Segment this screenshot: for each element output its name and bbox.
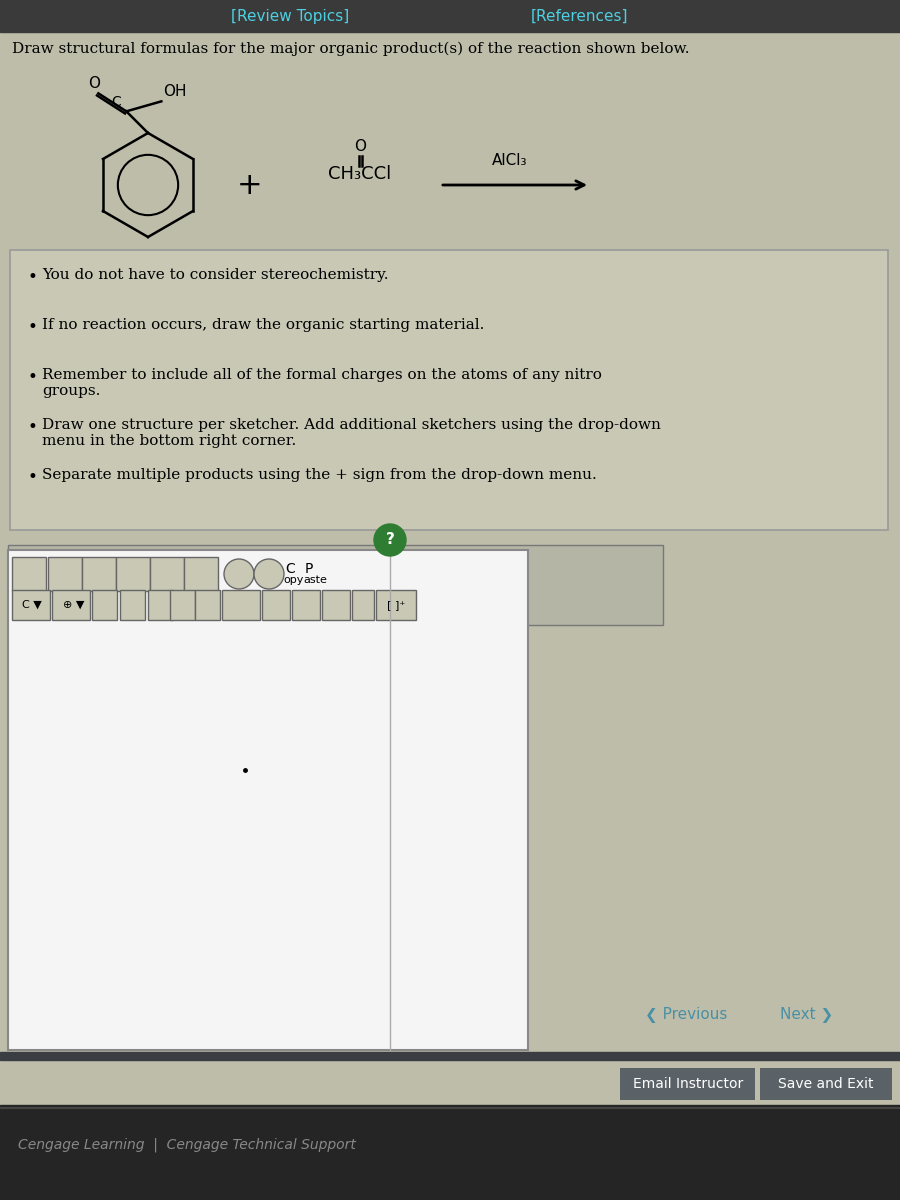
Text: •: • [28, 468, 38, 486]
Text: P: P [305, 562, 313, 576]
Bar [0, 1105, 900, 1200]
Text: opy: opy [283, 575, 303, 584]
Bar [52, 590, 90, 620]
Text: O: O [354, 139, 366, 154]
Bar [150, 557, 184, 590]
Bar [292, 590, 320, 620]
Bar [120, 590, 145, 620]
Bar [760, 1068, 892, 1100]
Text: •: • [28, 418, 38, 436]
Text: C: C [112, 95, 122, 109]
Text: ❮ Previous: ❮ Previous [645, 1007, 727, 1022]
Bar [322, 590, 350, 620]
Bar [12, 590, 50, 620]
Text: [References]: [References] [531, 8, 629, 24]
Bar [48, 557, 82, 590]
Bar [148, 590, 173, 620]
Bar [352, 590, 374, 620]
Bar [195, 590, 220, 620]
Bar [170, 590, 195, 620]
Circle shape [224, 559, 254, 589]
Text: If no reaction occurs, draw the organic starting material.: If no reaction occurs, draw the organic … [42, 318, 484, 332]
Bar [10, 250, 888, 530]
Bar [222, 590, 260, 620]
Text: Separate multiple products using the + sign from the drop-down menu.: Separate multiple products using the + s… [42, 468, 597, 482]
Text: C: C [285, 562, 295, 576]
Text: Cengage Learning  |  Cengage Technical Support: Cengage Learning | Cengage Technical Sup… [18, 1138, 356, 1152]
Text: aste: aste [303, 575, 327, 584]
Bar [82, 557, 116, 590]
Bar [12, 557, 46, 590]
Text: Email Instructor: Email Instructor [633, 1078, 743, 1091]
Bar [0, 1052, 900, 1060]
Text: [Review Topics]: [Review Topics] [231, 8, 349, 24]
Text: AlCl₃: AlCl₃ [492, 152, 527, 168]
Bar [116, 557, 150, 590]
Bar [376, 590, 416, 620]
Text: [ ]⁺: [ ]⁺ [387, 600, 405, 610]
Circle shape [254, 559, 284, 589]
Text: Draw structural formulas for the major organic product(s) of the reaction shown : Draw structural formulas for the major o… [12, 42, 689, 56]
Bar [8, 550, 528, 1050]
Bar [0, 0, 900, 32]
Text: +: + [238, 170, 263, 199]
Bar [8, 545, 663, 625]
Text: •: • [28, 318, 38, 336]
Text: CH₃CCl: CH₃CCl [328, 164, 392, 182]
Text: Save and Exit: Save and Exit [778, 1078, 874, 1091]
Bar [184, 557, 218, 590]
Bar [262, 590, 290, 620]
Text: •: • [28, 268, 38, 286]
Bar [620, 1068, 755, 1100]
Text: •: • [28, 368, 38, 386]
Bar [92, 590, 117, 620]
Text: O: O [88, 77, 100, 91]
Text: Draw one structure per sketcher. Add additional sketchers using the drop-down
me: Draw one structure per sketcher. Add add… [42, 418, 661, 448]
Text: C ▼: C ▼ [22, 600, 41, 610]
Text: OH: OH [163, 84, 187, 100]
Text: ?: ? [385, 533, 394, 547]
Circle shape [374, 524, 406, 556]
Text: ⊕ ▼: ⊕ ▼ [63, 600, 85, 610]
Text: Next ❯: Next ❯ [780, 1007, 833, 1022]
Text: You do not have to consider stereochemistry.: You do not have to consider stereochemis… [42, 268, 389, 282]
Text: Remember to include all of the formal charges on the atoms of any nitro
groups.: Remember to include all of the formal ch… [42, 368, 602, 398]
